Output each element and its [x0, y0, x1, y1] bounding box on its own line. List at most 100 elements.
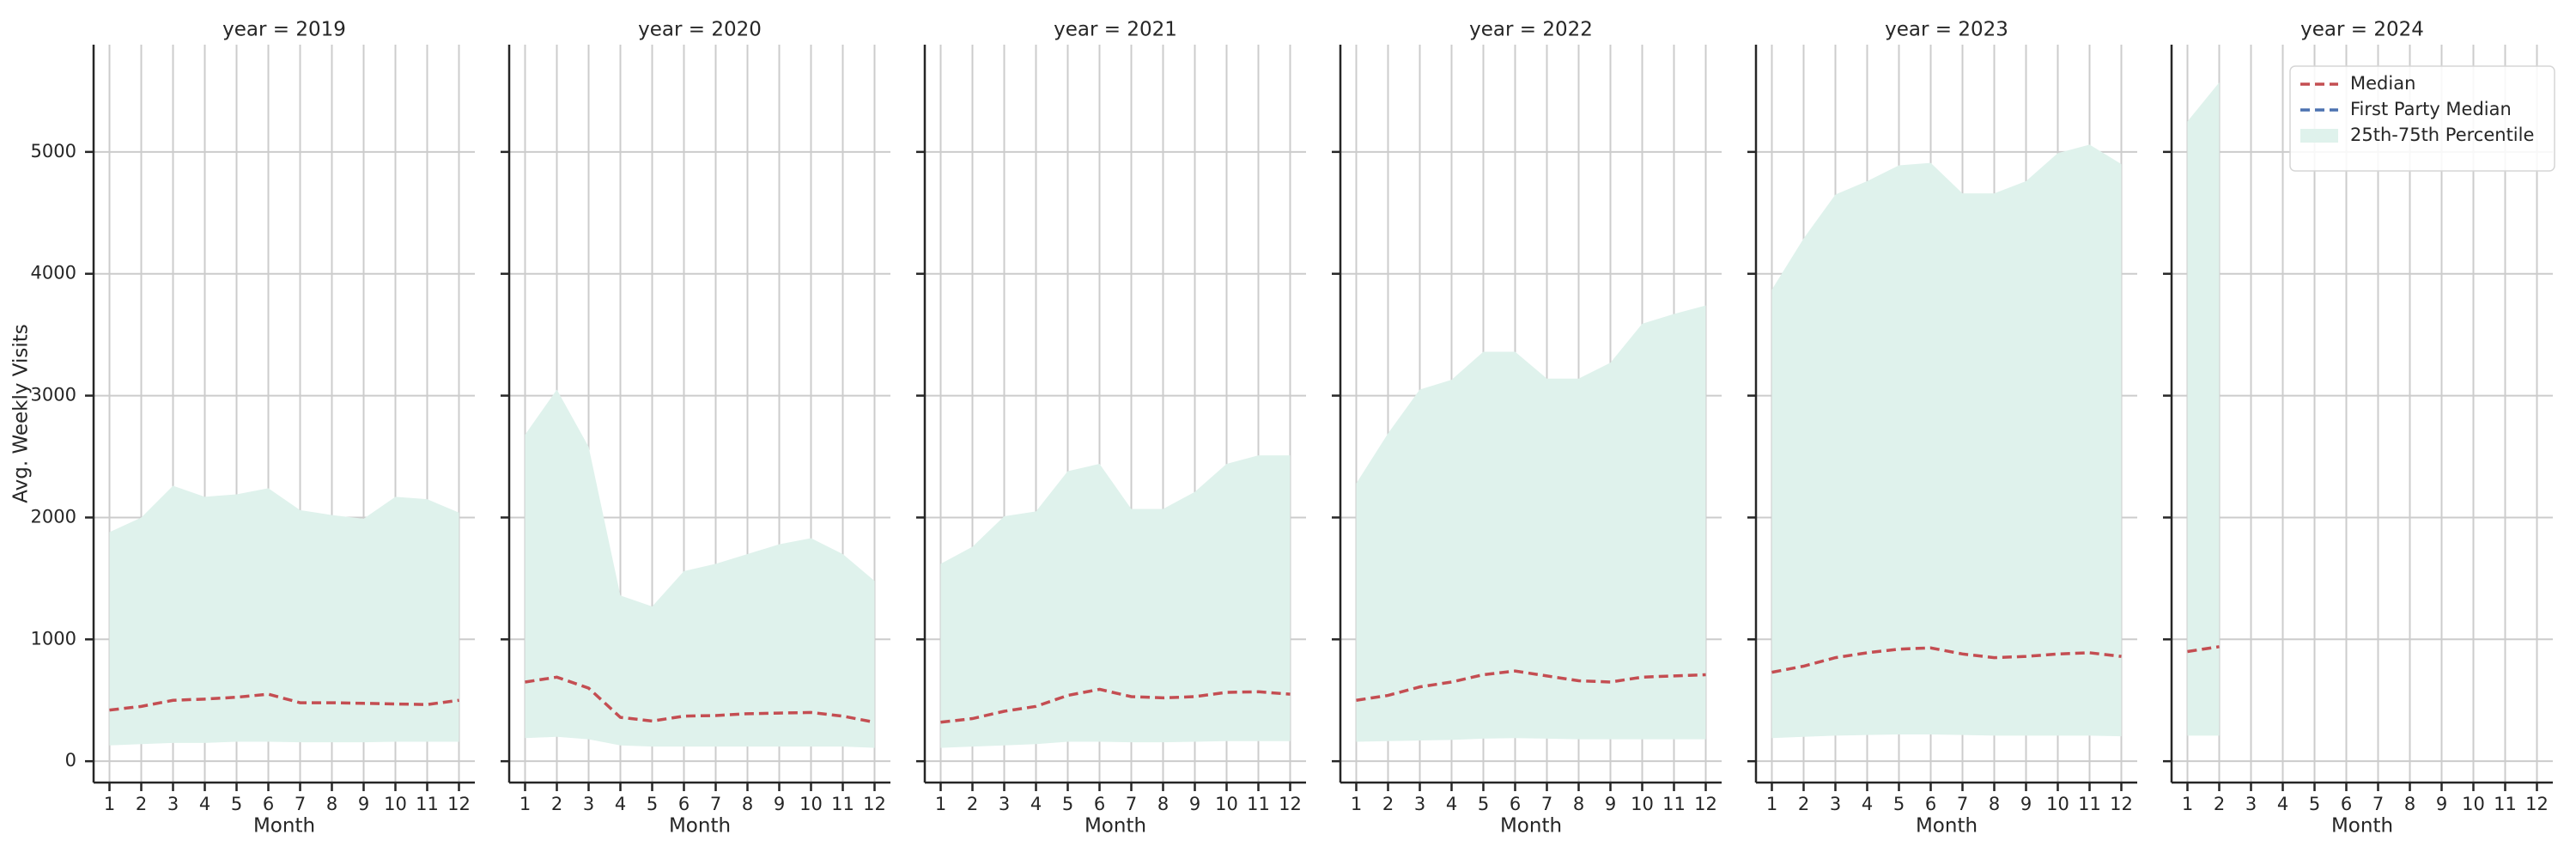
x-tick-label: 8	[1989, 794, 2000, 814]
percentile-band	[1771, 144, 2122, 739]
x-tick-label: 6	[263, 794, 274, 814]
x-tick-label: 9	[2436, 794, 2447, 814]
x-tick-label: 5	[1893, 794, 1905, 814]
y-tick-label: 4000	[31, 263, 76, 283]
panel-title: year = 2021	[1054, 19, 1177, 41]
median-line	[2187, 645, 2220, 654]
x-tick-label: 8	[1157, 794, 1169, 814]
panel-title: year = 2023	[1885, 19, 2008, 41]
x-tick-label: 7	[1957, 794, 1968, 814]
x-tick-label: 12	[2110, 794, 2133, 814]
y-axis-label: Avg. Weekly Visits	[10, 324, 33, 503]
x-tick-label: 6	[678, 794, 690, 814]
x-tick-label: 10	[799, 794, 823, 814]
x-tick-label: 7	[1541, 794, 1552, 814]
x-tick-label: 4	[199, 794, 210, 814]
x-tick-label: 2	[551, 794, 562, 814]
panel-title: year = 2019	[222, 19, 346, 41]
median-line	[1356, 669, 1706, 702]
x-tick-label: 5	[647, 794, 658, 814]
x-tick-label: 10	[2462, 794, 2485, 814]
x-axis-label: Month	[1084, 815, 1146, 838]
median-line	[1771, 646, 2122, 674]
y-tick-label: 3000	[31, 385, 76, 405]
x-tick-label: 4	[1446, 794, 1457, 814]
x-tick-label: 10	[384, 794, 407, 814]
percentile-band	[2187, 82, 2220, 736]
x-tick-label: 10	[2046, 794, 2069, 814]
x-tick-label: 8	[742, 794, 753, 814]
x-tick-label: 12	[447, 794, 471, 814]
x-tick-label: 11	[831, 794, 854, 814]
x-tick-label: 1	[104, 794, 115, 814]
x-tick-label: 11	[2494, 794, 2517, 814]
x-axis-label: Month	[2331, 815, 2393, 838]
x-tick-label: 1	[2182, 794, 2193, 814]
x-tick-label: 9	[1189, 794, 1200, 814]
legend-label: First Party Median	[2350, 99, 2512, 119]
x-tick-label: 12	[863, 794, 886, 814]
x-tick-label: 5	[1478, 794, 1489, 814]
percentile-band	[940, 455, 1291, 748]
x-tick-label: 9	[1605, 794, 1616, 814]
median-line	[940, 687, 1291, 724]
x-tick-label: 12	[1279, 794, 1302, 814]
x-axis-label: Month	[1500, 815, 1562, 838]
x-tick-label: 5	[231, 794, 242, 814]
x-tick-label: 10	[1215, 794, 1238, 814]
x-tick-label: 3	[1830, 794, 1841, 814]
x-tick-label: 8	[326, 794, 337, 814]
panel-title: year = 2022	[1469, 19, 1593, 41]
x-tick-label: 7	[2372, 794, 2384, 814]
x-tick-label: 3	[2245, 794, 2257, 814]
x-tick-label: 3	[1414, 794, 1425, 814]
x-tick-label: 8	[2404, 794, 2415, 814]
x-tick-label: 9	[774, 794, 785, 814]
legend-box	[2289, 65, 2555, 172]
x-tick-label: 10	[1631, 794, 1654, 814]
x-tick-label: 8	[1573, 794, 1584, 814]
x-tick-label: 3	[999, 794, 1010, 814]
x-tick-label: 2	[967, 794, 978, 814]
x-tick-label: 9	[2020, 794, 2032, 814]
median-line	[109, 692, 459, 712]
x-tick-label: 5	[1062, 794, 1073, 814]
x-tick-label: 6	[1094, 794, 1105, 814]
x-tick-label: 11	[416, 794, 439, 814]
x-tick-label: 4	[2277, 794, 2288, 814]
x-tick-label: 3	[167, 794, 179, 814]
x-axis-label: Month	[669, 815, 731, 838]
x-tick-label: 2	[2214, 794, 2225, 814]
x-tick-label: 4	[1862, 794, 1873, 814]
x-tick-label: 3	[583, 794, 594, 814]
x-axis-label: Month	[1916, 815, 1978, 838]
y-tick-label: 2000	[31, 506, 76, 527]
median-line	[525, 675, 875, 724]
x-tick-label: 2	[1382, 794, 1394, 814]
x-tick-label: 2	[136, 794, 147, 814]
x-tick-label: 12	[2525, 794, 2549, 814]
x-tick-label: 7	[710, 794, 721, 814]
x-tick-label: 4	[1030, 794, 1042, 814]
x-tick-label: 9	[358, 794, 369, 814]
panel-title: year = 2020	[638, 19, 762, 41]
x-tick-label: 1	[935, 794, 946, 814]
x-axis-label: Month	[253, 815, 315, 838]
percentile-band	[109, 485, 459, 746]
x-tick-label: 6	[1925, 794, 1936, 814]
x-tick-label: 7	[295, 794, 306, 814]
percentile-band	[525, 389, 875, 748]
x-tick-label: 4	[615, 794, 626, 814]
x-tick-label: 11	[1662, 794, 1686, 814]
legend-label: 25th-75th Percentile	[2350, 125, 2534, 145]
legend-swatch	[2300, 129, 2338, 143]
x-tick-label: 2	[1798, 794, 1809, 814]
x-tick-label: 12	[1694, 794, 1717, 814]
x-tick-label: 11	[1247, 794, 1270, 814]
x-tick-label: 6	[2341, 794, 2352, 814]
x-tick-label: 7	[1126, 794, 1137, 814]
x-tick-label: 1	[519, 794, 531, 814]
legend-label: Median	[2350, 73, 2415, 94]
panel-title: year = 2024	[2300, 19, 2424, 41]
